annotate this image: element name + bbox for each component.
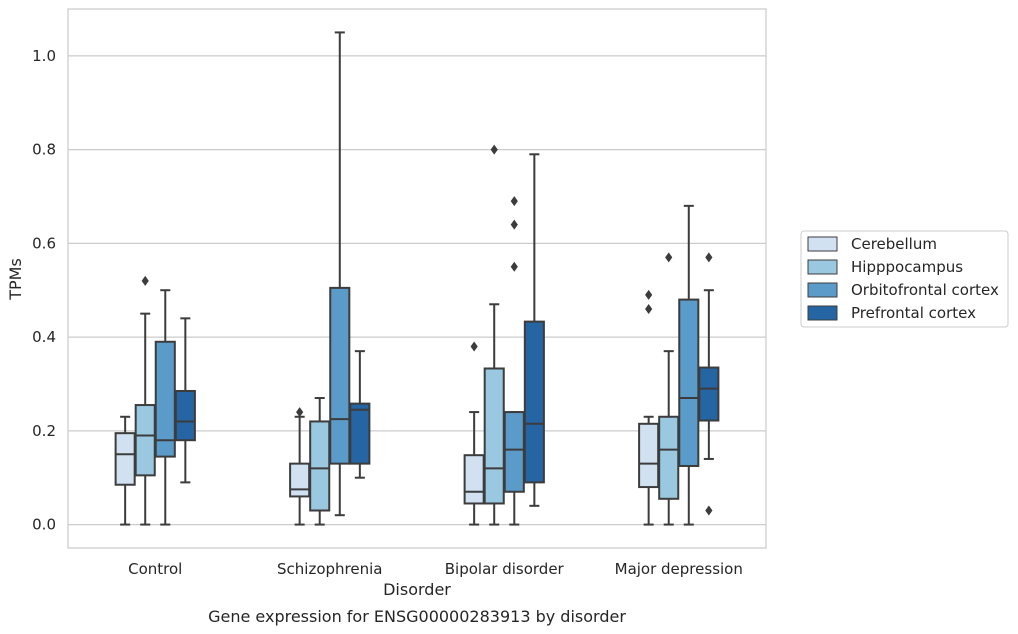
box-iqr — [289, 462, 311, 498]
box-iqr — [349, 402, 371, 465]
legend-swatch — [807, 305, 838, 321]
box-iqr — [698, 366, 720, 422]
box-cerebellum — [114, 415, 136, 526]
y-axis-label: TPMs — [6, 258, 25, 301]
box-iqr — [638, 422, 660, 489]
box-orbitofrontal-cortex — [503, 196, 525, 526]
box-orbitofrontal-cortex — [329, 31, 351, 517]
y-tick-labels: 0.0 0.2 0.4 0.6 0.8 1.0 — [32, 47, 56, 534]
plot-frame — [67, 8, 767, 549]
box-orbitofrontal-cortex — [154, 289, 176, 526]
legend-label: Hipppocampus — [851, 258, 963, 276]
box-iqr — [523, 320, 545, 484]
legend-label: Prefrontal cortex — [851, 304, 976, 322]
box-iqr — [114, 432, 136, 486]
outlier-point — [705, 505, 713, 516]
box-iqr — [503, 411, 525, 493]
x-tick-label: Control — [128, 560, 182, 578]
box-iqr — [134, 404, 156, 477]
box-hipppocampus — [483, 144, 505, 526]
legend-frame — [800, 230, 1009, 328]
y-tick-label: 0.0 — [32, 516, 56, 534]
box-prefrontal-cortex — [698, 252, 720, 516]
x-axis-label: Disorder — [383, 580, 451, 599]
outlier-point — [645, 289, 653, 300]
outlier-point — [705, 252, 713, 263]
box-iqr — [463, 454, 485, 505]
legend-swatch — [807, 282, 838, 298]
box-iqr — [309, 420, 331, 512]
box-cerebellum — [463, 341, 485, 526]
box-cerebellum — [638, 289, 660, 526]
chart-caption: Gene expression for ENSG00000283913 by d… — [208, 607, 626, 626]
box-hipppocampus — [658, 252, 680, 526]
box-iqr — [174, 389, 196, 442]
legend-swatch — [807, 236, 838, 252]
outlier-point — [510, 261, 518, 272]
x-tick-label: Bipolar disorder — [445, 560, 565, 578]
outlier-point — [645, 303, 653, 314]
x-tick-label: Major depression — [615, 560, 743, 578]
box-iqr — [329, 286, 351, 465]
box-orbitofrontal-cortex — [678, 204, 700, 526]
y-tick-label: 0.4 — [32, 328, 56, 346]
box-iqr — [483, 367, 505, 505]
box-iqr — [658, 415, 680, 500]
box-iqr — [678, 298, 700, 467]
box-prefrontal-cortex — [349, 350, 371, 479]
outlier-point — [510, 219, 518, 230]
outlier-point — [665, 252, 673, 263]
x-tick-label: Schizophrenia — [277, 560, 382, 578]
outlier-point — [296, 407, 304, 418]
box-hipppocampus — [309, 397, 331, 526]
x-tick-labels: Control Schizophrenia Bipolar disorder Majo… — [128, 560, 743, 578]
legend: Cerebellum Hipppocampus Orbitofrontal cort… — [800, 230, 1009, 328]
y-tick-label: 0.6 — [32, 234, 56, 252]
y-tick-label: 0.8 — [32, 141, 56, 159]
outlier-point — [510, 196, 518, 207]
box-iqr — [154, 340, 176, 458]
legend-label: Orbitofrontal cortex — [851, 281, 999, 299]
box-cerebellum — [289, 407, 311, 526]
outlier-point — [470, 341, 478, 352]
legend-label: Cerebellum — [851, 235, 937, 253]
box-prefrontal-cortex — [523, 153, 545, 507]
box-hipppocampus — [134, 275, 156, 526]
y-tick-label: 1.0 — [32, 47, 56, 65]
outlier-point — [141, 275, 149, 286]
box-prefrontal-cortex — [174, 317, 196, 484]
legend-swatch — [807, 259, 838, 275]
box-plots — [114, 31, 720, 526]
outlier-point — [490, 144, 498, 155]
y-tick-label: 0.2 — [32, 422, 56, 440]
